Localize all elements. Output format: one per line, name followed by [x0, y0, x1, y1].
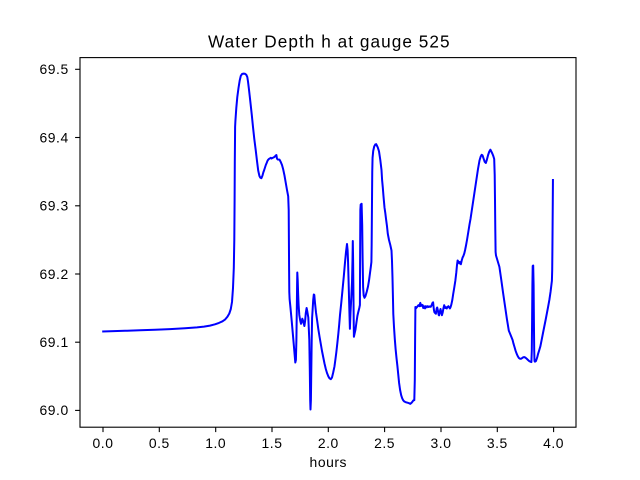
svg-text:69.5: 69.5 [40, 61, 69, 77]
svg-text:0.0: 0.0 [93, 435, 114, 451]
svg-text:1.5: 1.5 [262, 435, 283, 451]
svg-text:69.2: 69.2 [40, 266, 69, 282]
svg-text:69.4: 69.4 [40, 129, 69, 145]
svg-text:hours: hours [310, 454, 348, 470]
svg-text:69.0: 69.0 [40, 402, 69, 418]
svg-text:69.1: 69.1 [40, 334, 69, 350]
svg-text:3.0: 3.0 [431, 435, 452, 451]
svg-text:1.0: 1.0 [205, 435, 226, 451]
svg-text:Water Depth h at gauge 525: Water Depth h at gauge 525 [208, 32, 451, 52]
svg-text:3.5: 3.5 [487, 435, 508, 451]
svg-text:2.5: 2.5 [374, 435, 395, 451]
svg-text:69.3: 69.3 [40, 198, 69, 214]
svg-text:4.0: 4.0 [543, 435, 564, 451]
svg-text:2.0: 2.0 [318, 435, 339, 451]
svg-text:0.5: 0.5 [149, 435, 170, 451]
